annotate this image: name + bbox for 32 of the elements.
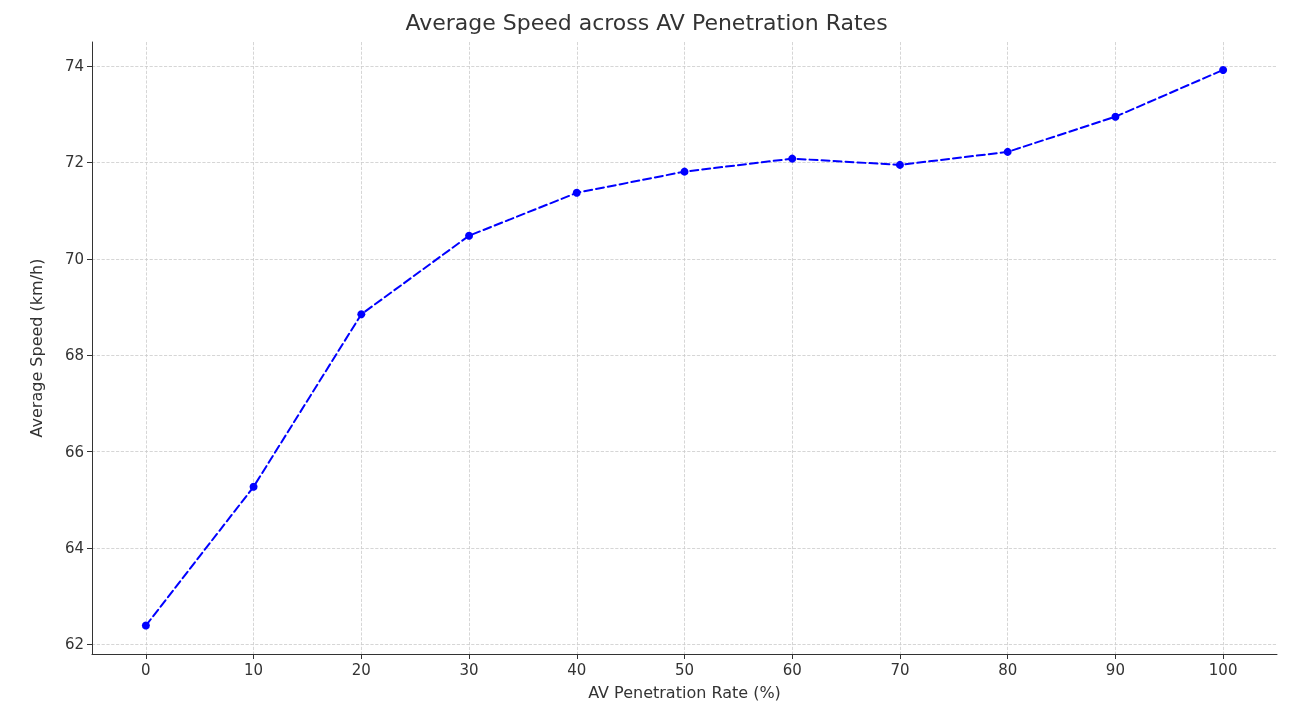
x-tick-label: 90 [1105,660,1125,679]
x-tick-label: 50 [674,660,695,679]
point [465,231,474,240]
point [788,154,797,163]
y-tick-label: 62 [64,635,84,654]
x-tick-label: 30 [459,660,479,679]
chart-title: Average Speed across AV Penetration Rates [405,9,888,35]
point [1111,112,1120,121]
point [572,188,581,197]
x-tick-label: 60 [782,660,802,679]
y-tick-label: 68 [64,346,84,365]
point [1003,147,1012,156]
x-tick-label: 10 [244,660,264,679]
y-tick-label: 72 [64,153,84,172]
y-tick-label: 74 [64,57,84,76]
x-tick-label: 70 [890,660,910,679]
y-tick-label: 66 [64,442,84,461]
x-tick-label: 0 [141,660,151,679]
x-tick-label: 20 [351,660,371,679]
x-tick-label: 100 [1208,660,1238,679]
point [141,621,150,630]
point [249,482,258,491]
point [357,310,366,319]
point [895,160,904,169]
point [680,167,689,176]
point [1219,65,1228,74]
x-tick-label: 80 [998,660,1018,679]
y-tick-label: 64 [64,538,84,557]
x-axis-title: AV Penetration Rate (%) [588,682,781,702]
y-tick-label: 70 [64,249,84,268]
y-axis-title: Average Speed (km/h) [26,258,46,438]
x-tick-label: 40 [567,660,587,679]
